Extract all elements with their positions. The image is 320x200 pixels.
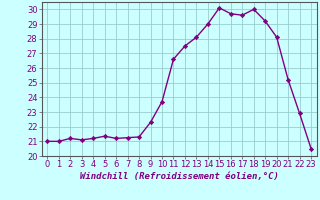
- X-axis label: Windchill (Refroidissement éolien,°C): Windchill (Refroidissement éolien,°C): [80, 172, 279, 181]
